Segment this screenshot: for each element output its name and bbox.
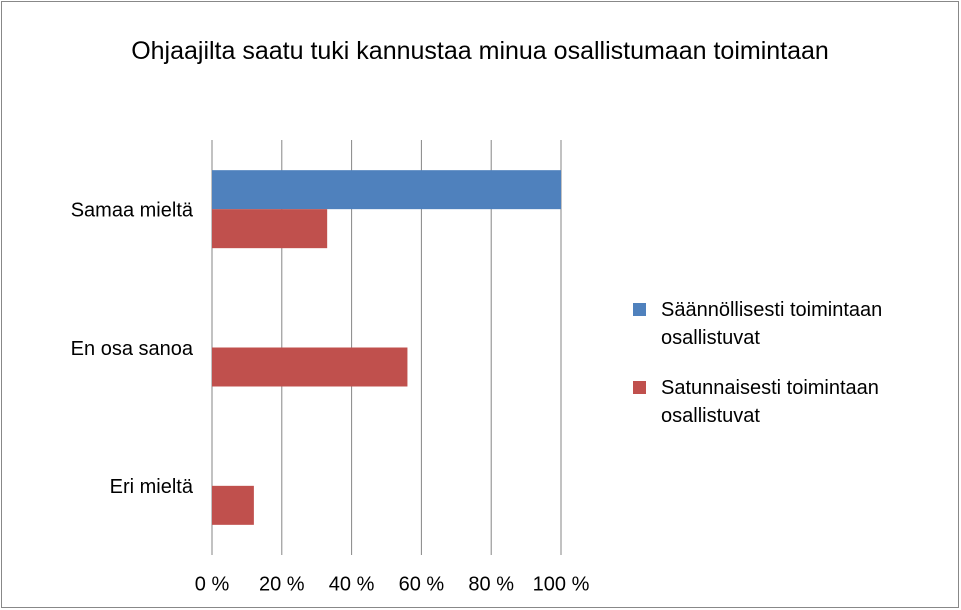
x-tick-label: 100 %	[533, 573, 590, 595]
legend-label: Satunnaisesti toimintaan osallistuvat	[661, 377, 879, 427]
y-tick-label: Samaa mieltä	[71, 199, 194, 221]
x-tick-label: 0 %	[195, 573, 230, 595]
legend-label: Säännöllisesti toimintaan osallistuvat	[661, 299, 883, 349]
x-tick-label: 40 %	[329, 573, 375, 595]
legend-entry: Satunnaisesti toimintaan osallistuvat	[633, 374, 901, 430]
bar	[212, 170, 561, 210]
legend-swatch	[633, 303, 646, 316]
x-tick-label: 80 %	[468, 573, 514, 595]
chart-title: Ohjaajilta saatu tuki kannustaa minua os…	[131, 37, 829, 65]
bar	[212, 347, 408, 387]
bar	[212, 209, 328, 249]
x-tick-label: 20 %	[259, 573, 305, 595]
legend-entry: Säännöllisesti toimintaan osallistuvat	[633, 296, 901, 352]
legend-swatch	[633, 381, 646, 394]
y-tick-label: En osa sanoa	[71, 338, 194, 360]
x-tick-label: 60 %	[399, 573, 445, 595]
y-tick-label: Eri mieltä	[110, 476, 194, 498]
bar	[212, 485, 254, 525]
